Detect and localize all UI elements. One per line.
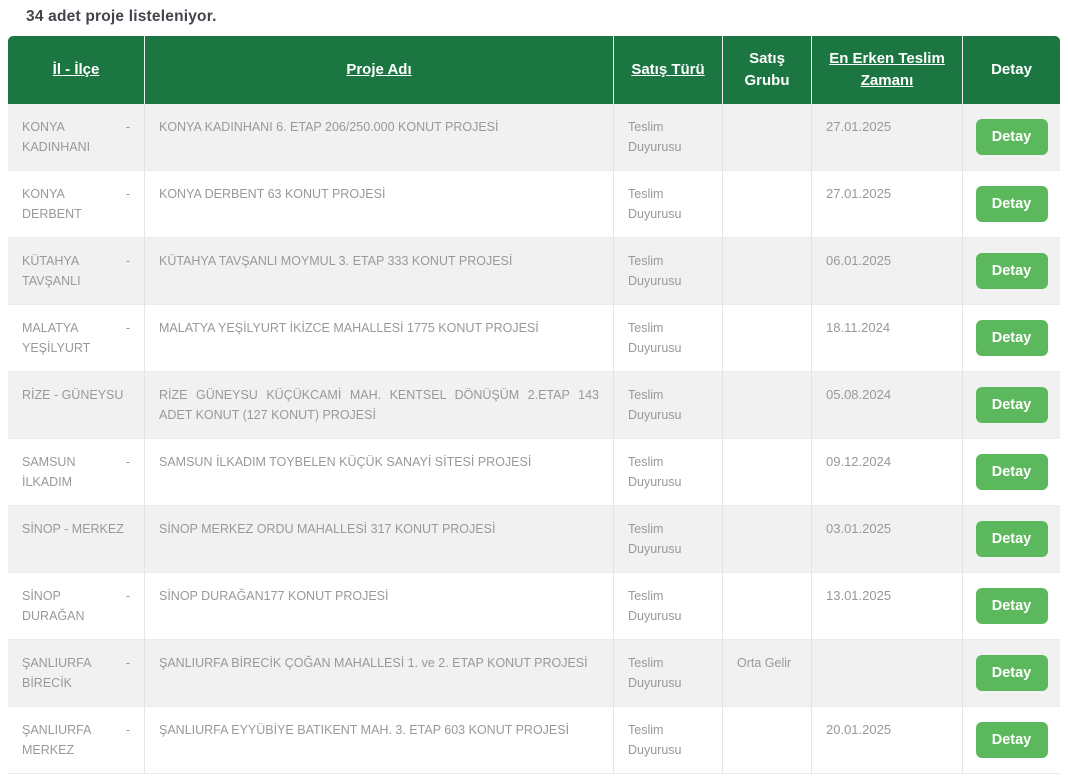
satis-turu-cell: Teslim Duyurusu [614, 707, 723, 774]
satis-turu-cell: Teslim Duyurusu [614, 372, 723, 439]
column-header-il-ilce[interactable]: İl - İlçe [8, 36, 145, 104]
il-ilce-cell: RİZE - GÜNEYSU [8, 372, 145, 439]
sort-link-satis-turu[interactable]: Satış Türü [631, 60, 705, 78]
detay-button[interactable]: Detay [975, 119, 1048, 155]
detay-button[interactable]: Detay [975, 722, 1048, 758]
table-row: KONYA - DERBENT KONYA DERBENT 63 KONUT P… [8, 171, 1060, 238]
proje-adi-cell: ŞANLIURFA BİRECİK ÇOĞAN MAHALLESİ 1. ve … [145, 640, 614, 707]
teslim-zamani-cell: 20.01.2025 [812, 707, 963, 774]
column-header-satis-turu[interactable]: Satış Türü [614, 36, 723, 104]
table-row: SİNOP - MERKEZ SİNOP MERKEZ ORDU MAHALLE… [8, 506, 1060, 573]
il-ilce-cell: SAMSUN - İLKADIM [8, 439, 145, 506]
column-header-teslim-zamani[interactable]: En Erken Teslim Zamanı [812, 36, 963, 104]
teslim-zamani-cell: 27.01.2025 [812, 171, 963, 238]
satis-grubu-cell [723, 707, 812, 774]
satis-grubu-cell [723, 104, 812, 171]
il-ilce-cell: KONYA - DERBENT [8, 171, 145, 238]
detay-button[interactable]: Detay [975, 253, 1048, 289]
teslim-zamani-cell: 18.11.2024 [812, 305, 963, 372]
satis-grubu-cell: Orta Gelir [723, 640, 812, 707]
proje-adi-cell: SAMSUN İLKADIM TOYBELEN KÜÇÜK SANAYİ SİT… [145, 439, 614, 506]
table-row: ŞANLIURFA - BİRECİK ŞANLIURFA BİRECİK ÇO… [8, 640, 1060, 707]
detay-button[interactable]: Detay [975, 454, 1048, 490]
satis-turu-cell: Teslim Duyurusu [614, 238, 723, 305]
satis-turu-cell: Teslim Duyurusu [614, 573, 723, 640]
satis-grubu-cell [723, 305, 812, 372]
il-ilce-cell: SİNOP - MERKEZ [8, 506, 145, 573]
table-row: KÜTAHYA - TAVŞANLI KÜTAHYA TAVŞANLI MOYM… [8, 238, 1060, 305]
sort-link-teslim-zamani[interactable]: En Erken Teslim Zamanı [829, 49, 945, 90]
column-header-satis-grubu: Satış Grubu [723, 36, 812, 104]
table-row: ŞANLIURFA - MERKEZ ŞANLIURFA EYYÜBİYE BA… [8, 707, 1060, 774]
proje-adi-cell: KÜTAHYA TAVŞANLI MOYMUL 3. ETAP 333 KONU… [145, 238, 614, 305]
teslim-zamani-cell: 05.08.2024 [812, 372, 963, 439]
satis-grubu-cell [723, 171, 812, 238]
proje-adi-cell: MALATYA YEŞİLYURT İKİZCE MAHALLESİ 1775 … [145, 305, 614, 372]
table-row: KONYA - KADINHANI KONYA KADINHANI 6. ETA… [8, 104, 1060, 171]
il-ilce-cell: KONYA - KADINHANI [8, 104, 145, 171]
satis-grubu-cell [723, 506, 812, 573]
proje-adi-cell: KONYA DERBENT 63 KONUT PROJESİ [145, 171, 614, 238]
detay-button[interactable]: Detay [975, 320, 1048, 356]
table-row: RİZE - GÜNEYSU RİZE GÜNEYSU KÜÇÜKCAMİ MA… [8, 372, 1060, 439]
teslim-zamani-cell: 06.01.2025 [812, 238, 963, 305]
il-ilce-cell: SİNOP - DURAĞAN [8, 573, 145, 640]
il-ilce-cell: MALATYA - YEŞİLYURT [8, 305, 145, 372]
proje-adi-cell: SİNOP DURAĞAN177 KONUT PROJESİ [145, 573, 614, 640]
satis-grubu-cell [723, 439, 812, 506]
teslim-zamani-cell: 09.12.2024 [812, 439, 963, 506]
table-row: MALATYA - YEŞİLYURT MALATYA YEŞİLYURT İK… [8, 305, 1060, 372]
detay-button[interactable]: Detay [975, 588, 1048, 624]
satis-grubu-cell [723, 573, 812, 640]
proje-adi-cell: KONYA KADINHANI 6. ETAP 206/250.000 KONU… [145, 104, 614, 171]
proje-adi-cell: ŞANLIURFA EYYÜBİYE BATIKENT MAH. 3. ETAP… [145, 707, 614, 774]
satis-grubu-cell [723, 372, 812, 439]
table-row: SAMSUN - İLKADIM SAMSUN İLKADIM TOYBELEN… [8, 439, 1060, 506]
project-count-label: 34 adet proje listeleniyor. [26, 8, 217, 25]
table-header-row: İl - İlçe Proje Adı Satış Türü Satış Gru… [8, 36, 1060, 104]
il-ilce-cell: KÜTAHYA - TAVŞANLI [8, 238, 145, 305]
column-header-detay: Detay [963, 36, 1060, 104]
teslim-zamani-cell: 03.01.2025 [812, 506, 963, 573]
proje-adi-cell: SİNOP MERKEZ ORDU MAHALLESİ 317 KONUT PR… [145, 506, 614, 573]
table-row: SİNOP - DURAĞAN SİNOP DURAĞAN177 KONUT P… [8, 573, 1060, 640]
satis-turu-cell: Teslim Duyurusu [614, 171, 723, 238]
detay-button[interactable]: Detay [975, 186, 1048, 222]
satis-turu-cell: Teslim Duyurusu [614, 305, 723, 372]
satis-turu-cell: Teslim Duyurusu [614, 640, 723, 707]
il-ilce-cell: ŞANLIURFA - BİRECİK [8, 640, 145, 707]
teslim-zamani-cell [812, 640, 963, 707]
proje-adi-cell: RİZE GÜNEYSU KÜÇÜKCAMİ MAH. KENTSEL DÖNÜ… [145, 372, 614, 439]
satis-grubu-cell [723, 238, 812, 305]
sort-link-il-ilce[interactable]: İl - İlçe [52, 60, 100, 78]
sort-link-proje-adi[interactable]: Proje Adı [346, 60, 412, 78]
column-header-proje-adi[interactable]: Proje Adı [145, 36, 614, 104]
teslim-zamani-cell: 27.01.2025 [812, 104, 963, 171]
satis-turu-cell: Teslim Duyurusu [614, 439, 723, 506]
teslim-zamani-cell: 13.01.2025 [812, 573, 963, 640]
detay-button[interactable]: Detay [975, 521, 1048, 557]
detay-button[interactable]: Detay [975, 387, 1048, 423]
satis-turu-cell: Teslim Duyurusu [614, 506, 723, 573]
satis-turu-cell: Teslim Duyurusu [614, 104, 723, 171]
detay-button[interactable]: Detay [975, 655, 1048, 691]
projects-table: İl - İlçe Proje Adı Satış Türü Satış Gru… [8, 36, 1060, 774]
il-ilce-cell: ŞANLIURFA - MERKEZ [8, 707, 145, 774]
